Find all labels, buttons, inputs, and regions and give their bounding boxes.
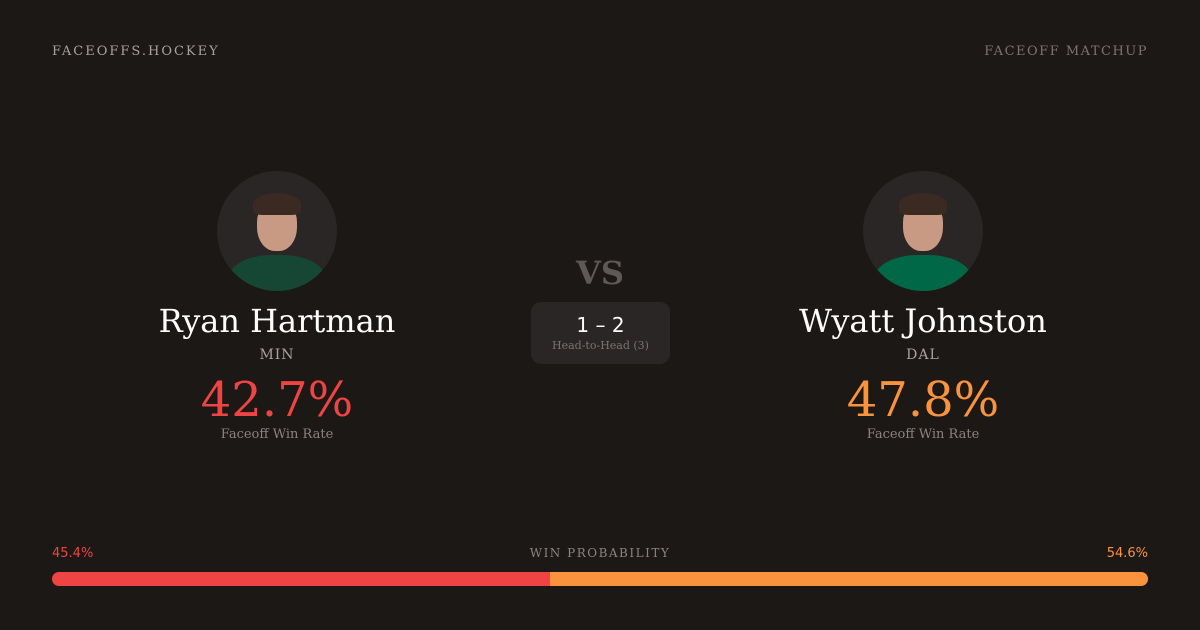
win-prob-right-fill: [549, 572, 1148, 586]
player-team: MIN: [259, 347, 295, 363]
player-card-right: Wyatt Johnston DAL 47.8% Faceoff Win Rat…: [763, 171, 1083, 442]
win-prob-label: WIN PROBABILITY: [529, 546, 671, 560]
head-to-head-box: 1 – 2 Head-to-Head (3): [531, 302, 670, 364]
player-avatar: [863, 171, 983, 291]
page-tag: FACEOFF MATCHUP: [984, 44, 1148, 59]
player-card-left: Ryan Hartman MIN 42.7% Faceoff Win Rate: [117, 171, 437, 442]
player-name: Ryan Hartman: [158, 302, 396, 340]
vs-label: VS: [576, 254, 624, 292]
player-win-rate: 42.7%: [200, 372, 354, 428]
win-prob-left-fill: [52, 572, 550, 586]
brand-logo-text: FACEOFFS.HOCKEY: [52, 44, 220, 59]
win-rate-label: Faceoff Win Rate: [866, 427, 980, 442]
head-to-head-label: Head-to-Head (3): [552, 339, 649, 352]
win-rate-label: Faceoff Win Rate: [220, 427, 334, 442]
player-avatar: [217, 171, 337, 291]
player-team: DAL: [906, 347, 940, 363]
win-probability-bar: [52, 572, 1148, 586]
win-prob-right: 54.6%: [1106, 546, 1148, 561]
player-name: Wyatt Johnston: [799, 302, 1047, 340]
player-win-rate: 47.8%: [846, 372, 1000, 428]
head-to-head-score: 1 – 2: [576, 313, 625, 337]
win-prob-left: 45.4%: [52, 546, 94, 561]
